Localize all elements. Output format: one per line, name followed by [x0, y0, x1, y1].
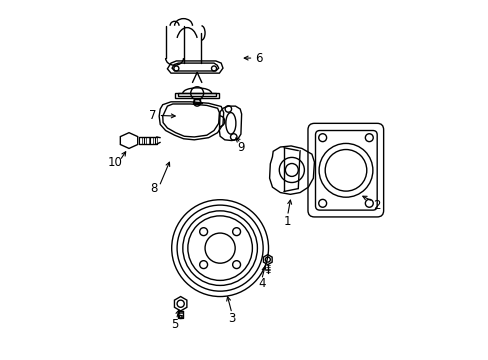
Text: 4: 4 — [258, 278, 265, 291]
Text: 1: 1 — [283, 215, 291, 228]
Text: 10: 10 — [107, 156, 122, 169]
Text: 3: 3 — [228, 311, 235, 325]
Text: 2: 2 — [373, 199, 380, 212]
Text: 6: 6 — [255, 51, 262, 64]
Text: 7: 7 — [149, 109, 157, 122]
Text: 9: 9 — [237, 141, 244, 154]
Text: 8: 8 — [150, 183, 158, 195]
Text: 5: 5 — [170, 318, 178, 331]
